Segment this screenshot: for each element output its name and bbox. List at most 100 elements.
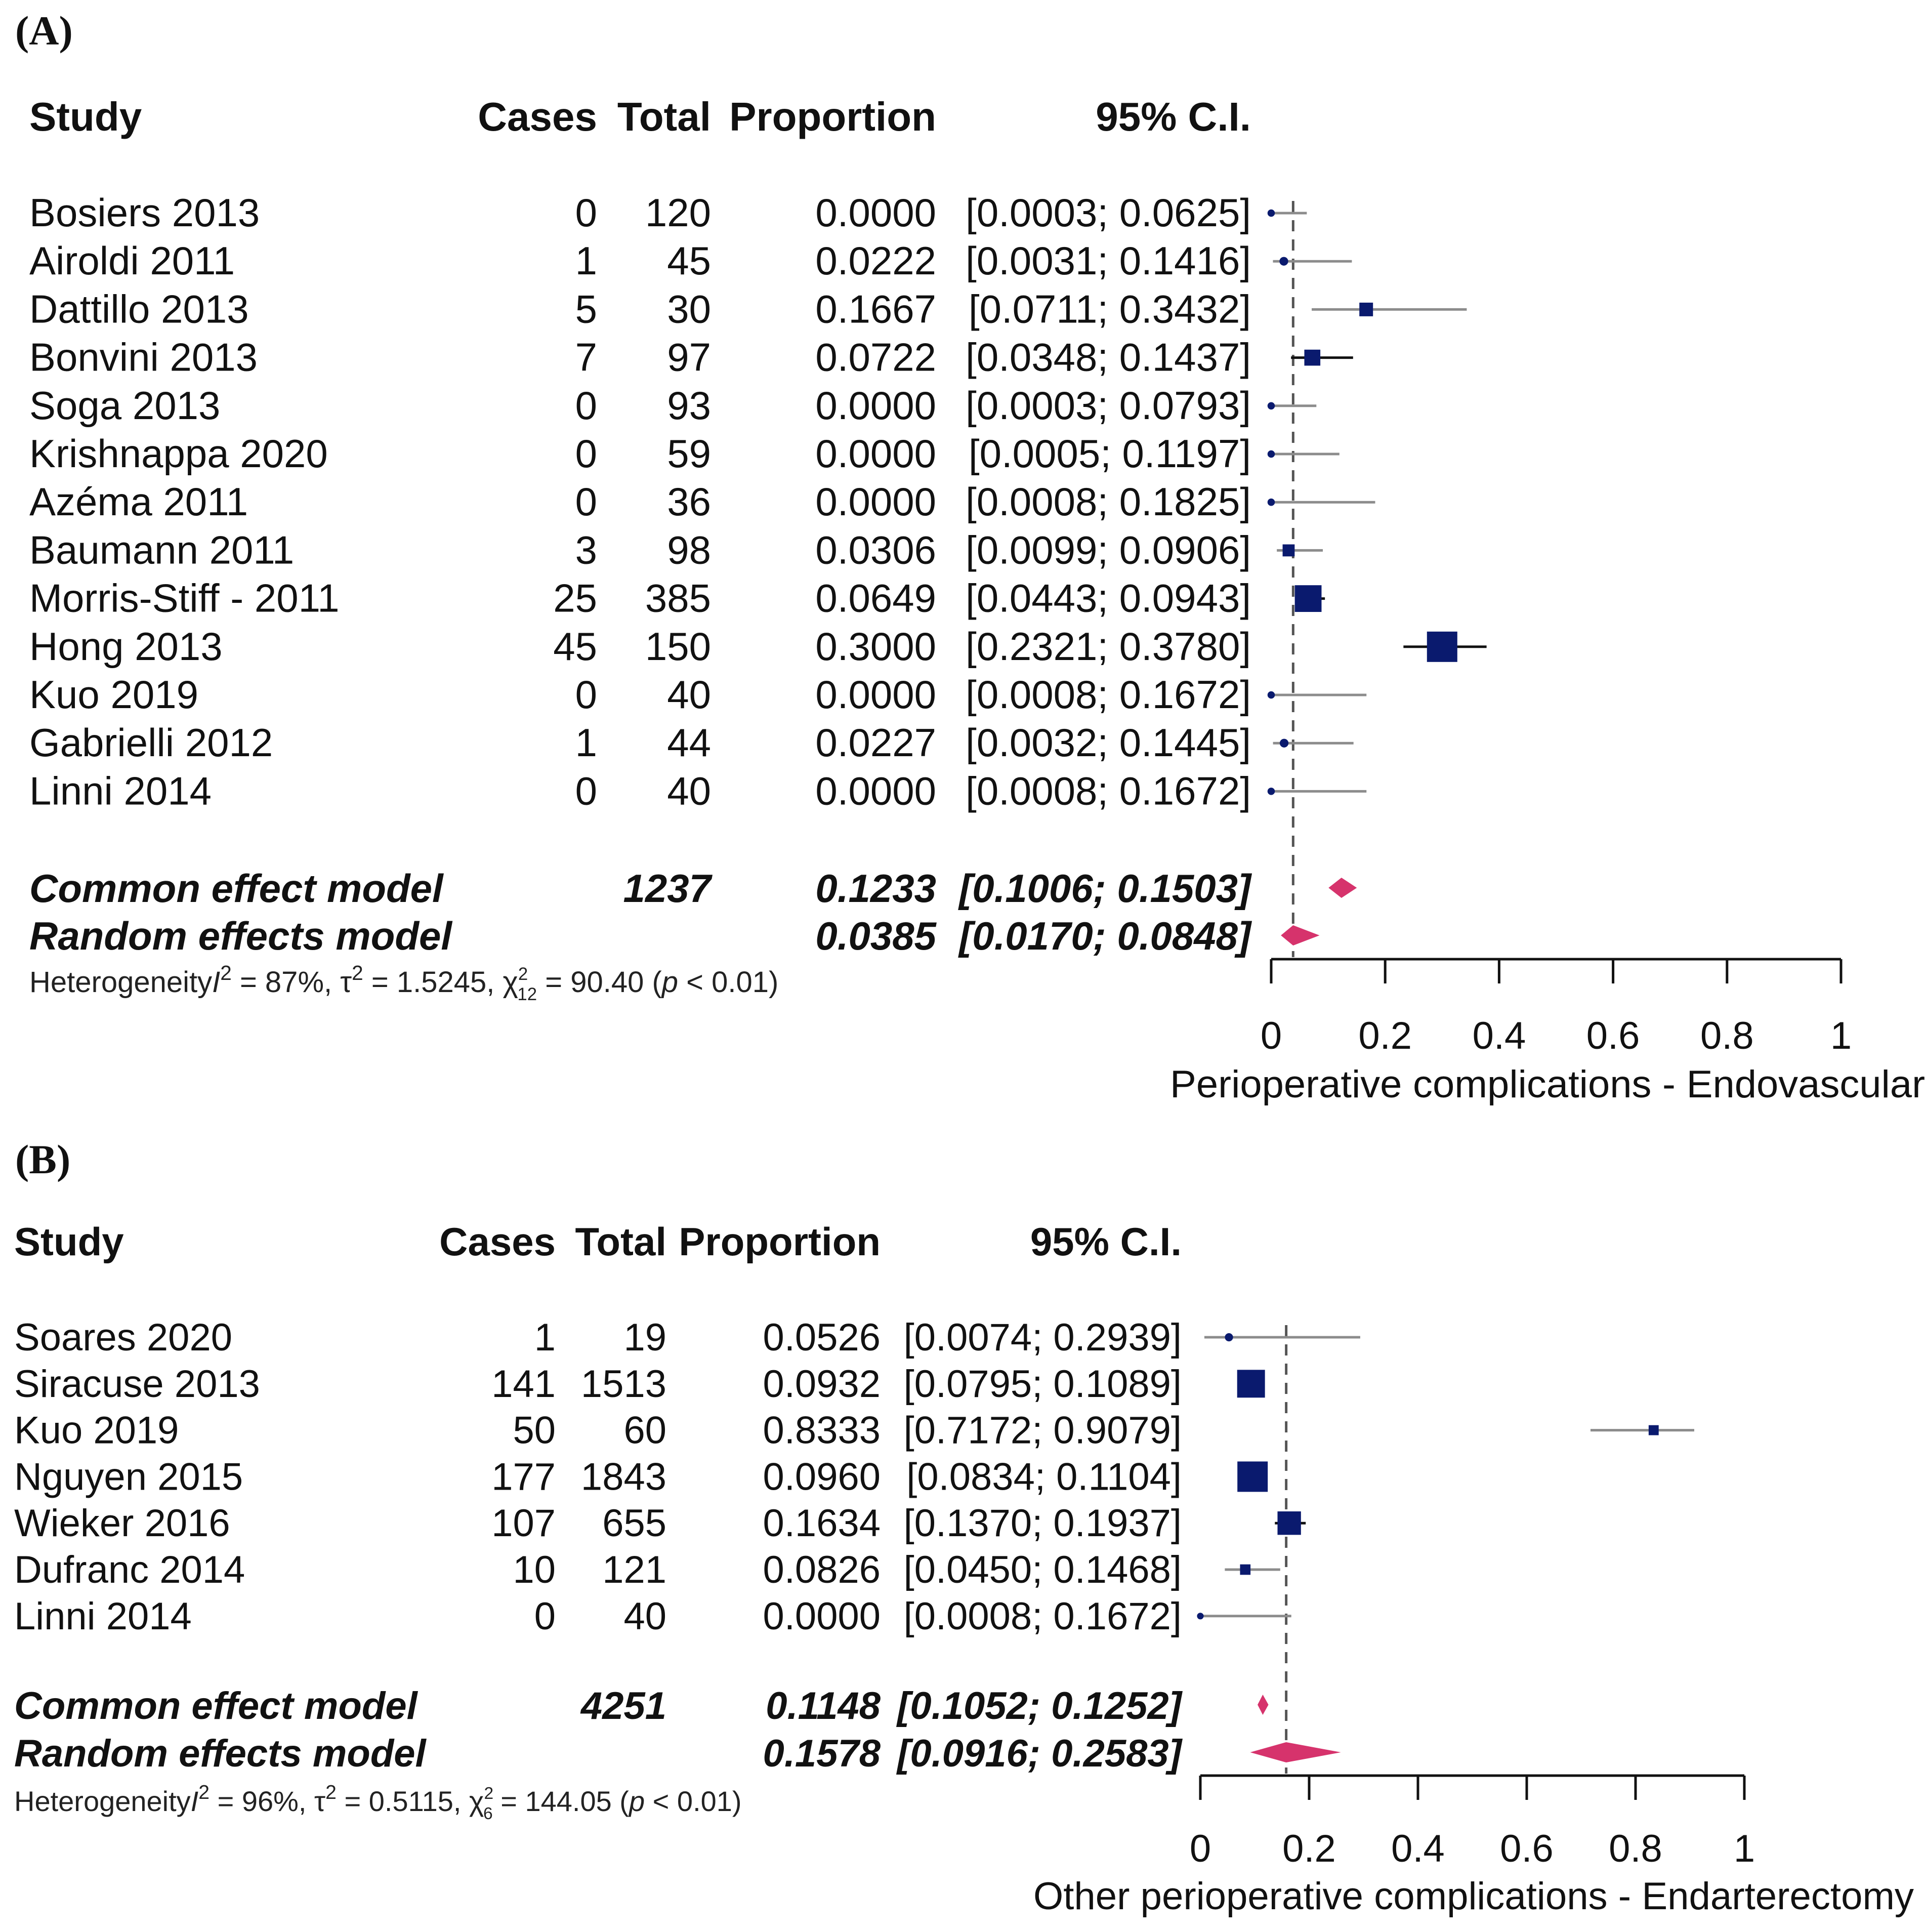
- study-name: Soga 2013: [29, 383, 220, 428]
- study-square-marker: [1294, 585, 1322, 612]
- study-point-marker: [1225, 1333, 1233, 1342]
- common-effect-ci: [0.1052; 0.1252]: [896, 1684, 1183, 1728]
- random-effect-row: Random effects model 0.0385 [0.0170; 0.084…: [29, 914, 1320, 958]
- common-effect-diamond: [1258, 1695, 1269, 1715]
- study-name: Kuo 2019: [29, 672, 198, 717]
- study-row: Morris-Stiff - 2011 25 385 0.0649 [0.0443; 0…: [29, 576, 1325, 621]
- random-effect-label: Random effects model: [29, 914, 452, 958]
- study-row: Linni 2014 0 40 0.0000 [0.0008; 0.1672]: [14, 1595, 1291, 1638]
- panel-label: (B): [15, 1136, 70, 1182]
- study-square-marker: [1240, 1564, 1251, 1575]
- common-effect-proportion: 0.1233: [815, 866, 936, 911]
- study-proportion: 0.0000: [815, 672, 936, 717]
- study-total: 98: [667, 527, 711, 572]
- study-proportion: 0.0932: [763, 1363, 881, 1406]
- study-point-marker: [1279, 738, 1289, 748]
- study-name: Nguyen 2015: [14, 1455, 243, 1498]
- study-proportion: 0.0306: [815, 527, 936, 572]
- random-effect-diamond: [1250, 1742, 1341, 1762]
- study-row: Linni 2014 0 40 0.0000 [0.0008; 0.1672]: [29, 768, 1367, 813]
- study-cases: 1: [575, 720, 597, 765]
- x-axis-tick-label: 0.6: [1586, 1014, 1640, 1057]
- x-axis-tick-label: 0.2: [1282, 1827, 1336, 1870]
- random-effect-proportion: 0.0385: [815, 914, 937, 958]
- study-ci: [0.0008; 0.1825]: [966, 479, 1251, 524]
- study-total: 655: [602, 1502, 666, 1545]
- header-total: Total: [617, 94, 711, 139]
- study-square-marker: [1648, 1425, 1659, 1435]
- study-proportion: 0.0960: [763, 1455, 881, 1498]
- study-proportion: 0.8333: [763, 1409, 881, 1452]
- common-effect-row: Common effect model 1237 0.1233 [0.1006; 0.…: [29, 866, 1357, 911]
- study-total: 40: [667, 768, 711, 813]
- study-name: Baumann 2011: [29, 527, 294, 572]
- study-ci: [0.0348; 0.1437]: [966, 335, 1251, 380]
- study-total: 19: [623, 1316, 666, 1359]
- random-effect-ci: [0.0916; 0.2583]: [896, 1732, 1183, 1775]
- panel-label: (A): [15, 8, 73, 54]
- study-ci: [0.0031; 0.1416]: [966, 238, 1251, 283]
- x-axis-tick-label: 0.8: [1609, 1827, 1662, 1870]
- study-row: Dattillo 2013 5 30 0.1667 [0.0711; 0.3432]: [29, 286, 1467, 331]
- study-ci: [0.0711; 0.3432]: [969, 286, 1251, 331]
- study-total: 45: [667, 238, 711, 283]
- study-total: 121: [602, 1548, 666, 1591]
- study-square-marker: [1237, 1461, 1268, 1492]
- study-total: 40: [623, 1595, 666, 1638]
- x-axis-title: Perioperative complications - Endovascul…: [1170, 1063, 1925, 1106]
- study-cases: 177: [491, 1455, 556, 1498]
- study-point-marker: [1267, 450, 1275, 458]
- study-row: Siracuse 2013 141 1513 0.0932 [0.0795; 0.108…: [14, 1363, 1265, 1406]
- study-name: Wieker 2016: [14, 1502, 230, 1545]
- study-point-marker: [1197, 1613, 1204, 1620]
- study-cases: 5: [575, 286, 597, 331]
- header-study: Study: [14, 1219, 124, 1264]
- study-row: Bonvini 2013 7 97 0.0722 [0.0348; 0.1437]: [29, 335, 1353, 380]
- study-square-marker: [1427, 631, 1457, 662]
- study-cases: 3: [575, 527, 597, 572]
- study-ci: [0.1370; 0.1937]: [904, 1502, 1182, 1545]
- random-effect-row: Random effects model 0.1578 [0.0916; 0.258…: [14, 1732, 1341, 1775]
- study-proportion: 0.0722: [815, 335, 936, 380]
- study-cases: 25: [553, 576, 597, 621]
- study-name: Morris-Stiff - 2011: [29, 576, 340, 621]
- study-total: 59: [667, 431, 711, 476]
- common-effect-row: Common effect model 4251 0.1148 [0.1052; 0.…: [14, 1684, 1269, 1728]
- study-row: Bosiers 2013 0 120 0.0000 [0.0003; 0.0625]: [29, 190, 1307, 235]
- x-axis-title: Other perioperative complications - Enda…: [1033, 1875, 1914, 1918]
- study-row: Kuo 2019 0 40 0.0000 [0.0008; 0.1672]: [29, 672, 1367, 717]
- study-proportion: 0.0000: [815, 431, 936, 476]
- study-name: Bosiers 2013: [29, 190, 260, 235]
- study-cases: 0: [575, 768, 597, 813]
- x-axis-tick-label: 0.8: [1700, 1014, 1754, 1057]
- study-ci: [0.0005; 0.1197]: [969, 431, 1251, 476]
- study-proportion: 0.0000: [815, 479, 936, 524]
- study-cases: 0: [575, 479, 597, 524]
- study-total: 93: [667, 383, 711, 428]
- study-proportion: 0.0649: [815, 576, 936, 621]
- study-cases: 10: [513, 1548, 556, 1591]
- study-ci: [0.7172; 0.9079]: [904, 1409, 1182, 1452]
- study-total: 120: [645, 190, 711, 235]
- study-proportion: 0.0227: [815, 720, 936, 765]
- study-ci: [0.0008; 0.1672]: [904, 1595, 1182, 1638]
- random-effect-diamond: [1281, 925, 1320, 946]
- study-cases: 0: [575, 431, 597, 476]
- study-name: Bonvini 2013: [29, 335, 258, 380]
- x-axis-tick-label: 0: [1261, 1014, 1282, 1057]
- study-cases: 0: [575, 672, 597, 717]
- study-point-marker: [1267, 209, 1275, 217]
- study-name: Gabrielli 2012: [29, 720, 273, 765]
- study-total: 44: [667, 720, 711, 765]
- x-axis-tick-label: 0.4: [1391, 1827, 1445, 1870]
- random-effect-proportion: 0.1578: [763, 1732, 881, 1775]
- study-proportion: 0.0000: [815, 383, 936, 428]
- study-name: Dattillo 2013: [29, 286, 249, 331]
- header-ci: 95% C.I.: [1030, 1219, 1182, 1264]
- common-effect-total: 1237: [623, 866, 713, 911]
- study-cases: 50: [513, 1409, 556, 1452]
- x-axis-tick-label: 0.4: [1473, 1014, 1526, 1057]
- study-ci: [0.0032; 0.1445]: [966, 720, 1251, 765]
